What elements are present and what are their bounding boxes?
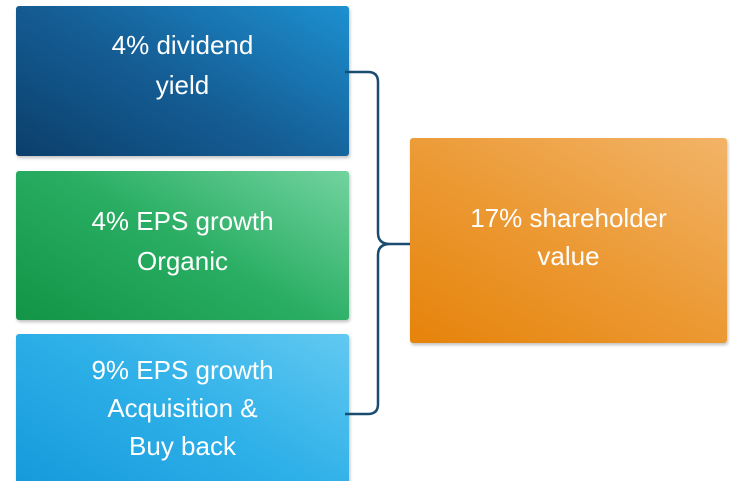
box-text: yield (155, 70, 210, 100)
box-text: Acquisition & (107, 392, 258, 423)
box-text: 9% EPS growth (91, 354, 274, 385)
organic-box: 4% EPS growth Organic (16, 171, 349, 320)
acquisition-box: 9% EPS growth Acquisition & Buy back (16, 334, 349, 481)
box-text: Organic (136, 245, 229, 276)
box-text: Buy back (129, 430, 236, 461)
dividend-box: 4% dividend yield (16, 6, 349, 156)
bracket (345, 70, 410, 416)
box-text: 4% EPS growth (91, 205, 274, 236)
box-text: value (537, 240, 600, 271)
box-text: 4% dividend (111, 30, 254, 60)
box-text: 17% shareholder (470, 202, 667, 233)
shareholder-value-box: 17% shareholder value (410, 138, 727, 343)
